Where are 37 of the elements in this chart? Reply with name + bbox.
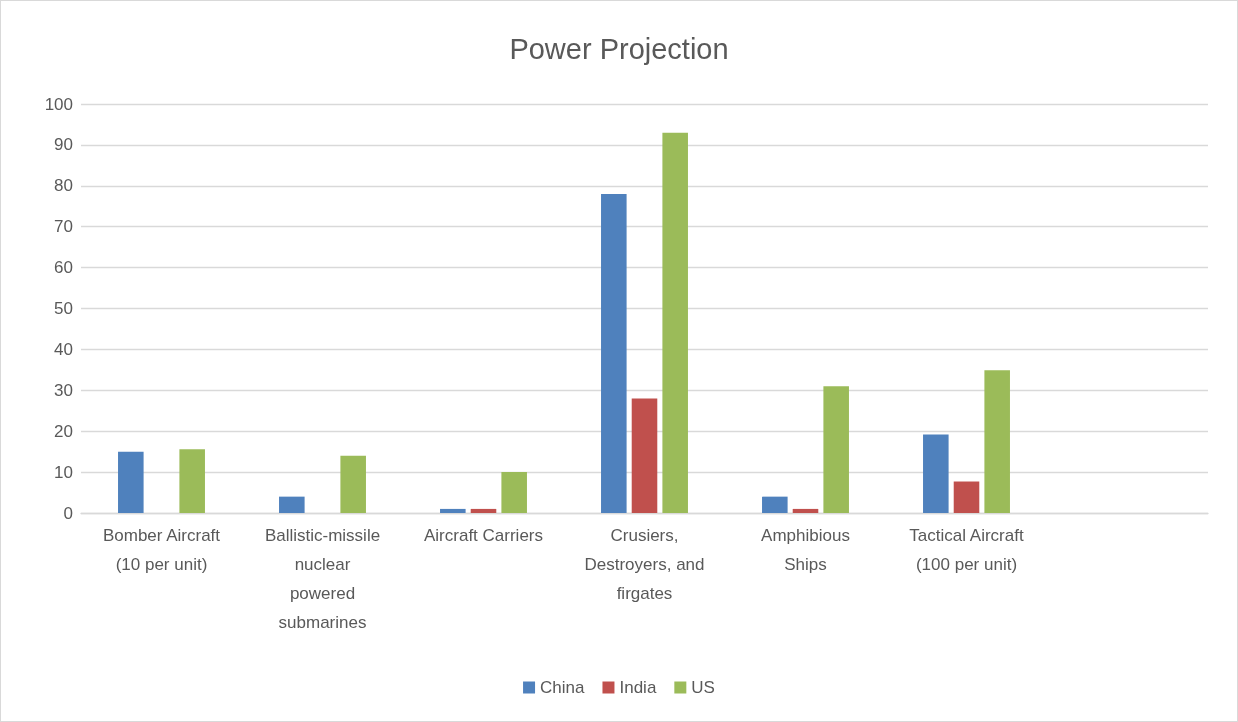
bar	[179, 449, 205, 513]
y-tick-label: 10	[54, 462, 73, 482]
x-tick-label: Ballistic-missile nuclear powered submarines	[264, 526, 381, 632]
bar	[340, 455, 366, 513]
y-tick-label: 30	[54, 380, 73, 400]
y-tick-label: 80	[54, 176, 73, 196]
x-tick-label: Crusiers, Destroyers, and firgates	[584, 526, 705, 603]
y-tick-label: 90	[54, 135, 73, 155]
legend-label: US	[691, 678, 715, 697]
x-tick-label: Amphibious Ships	[761, 526, 850, 574]
bar	[953, 481, 980, 513]
bar	[923, 434, 949, 513]
bar	[501, 472, 527, 513]
bar	[279, 496, 305, 513]
chart-title: Power Projection	[509, 32, 729, 65]
bar	[823, 386, 849, 513]
y-tick-label: 20	[54, 421, 73, 441]
bar	[662, 132, 688, 513]
bar	[118, 451, 144, 513]
y-tick-label: 60	[54, 258, 73, 278]
y-tick-label: 70	[54, 217, 73, 237]
y-tick-label: 100	[44, 94, 73, 114]
y-tick-label: 40	[54, 339, 73, 359]
bar	[984, 370, 1010, 513]
bar	[792, 508, 819, 513]
bar	[601, 193, 627, 513]
bar	[440, 508, 466, 513]
bar	[470, 508, 497, 513]
x-tick-label: Tactical Aircraft (100 per unit)	[909, 526, 1024, 574]
y-tick-label: 0	[63, 503, 73, 523]
legend-label: India	[619, 678, 657, 697]
bar	[762, 496, 788, 513]
bar	[631, 398, 658, 513]
x-tick-label: Bomber Aircraft (10 per unit)	[102, 526, 221, 574]
legend-label: China	[540, 678, 586, 697]
x-tick-label: Aircraft Carriers	[423, 526, 544, 545]
y-tick-label: 50	[54, 299, 73, 318]
